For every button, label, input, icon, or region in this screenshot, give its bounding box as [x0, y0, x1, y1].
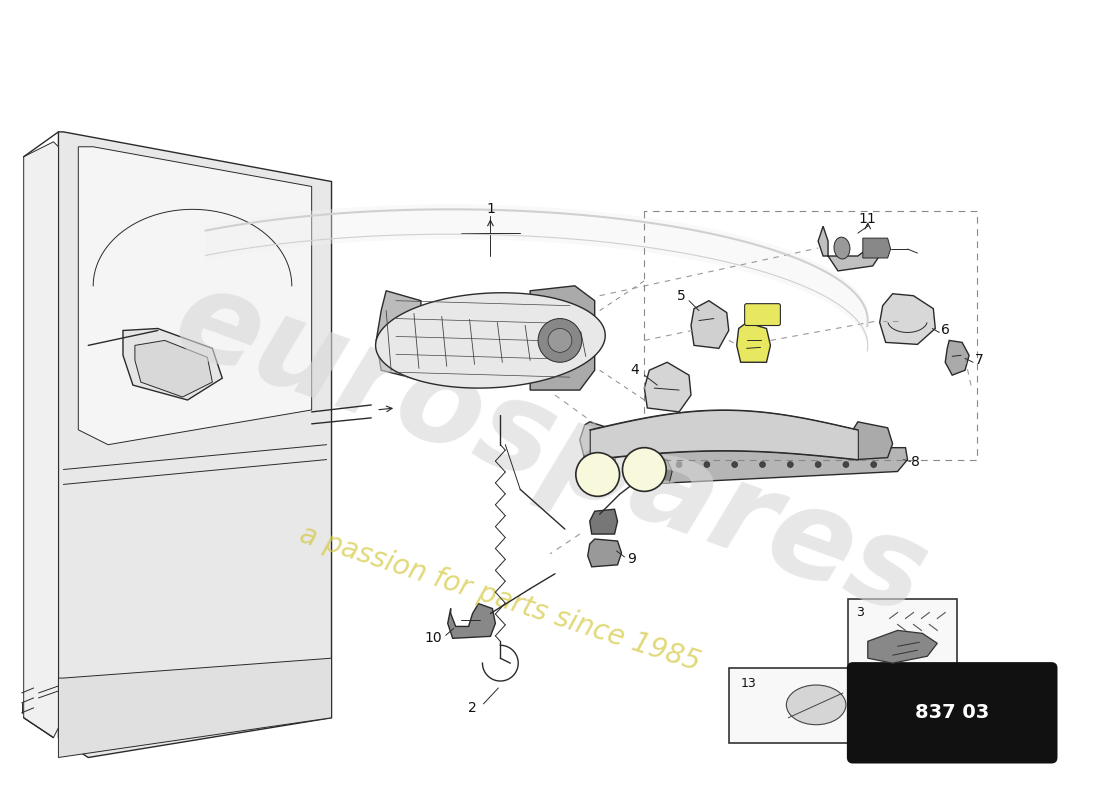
Text: 4: 4	[630, 363, 639, 378]
Polygon shape	[58, 132, 331, 758]
Text: 12: 12	[755, 308, 770, 321]
Polygon shape	[376, 290, 421, 380]
Polygon shape	[530, 286, 595, 390]
Circle shape	[704, 462, 710, 467]
Circle shape	[575, 453, 619, 496]
Polygon shape	[78, 146, 311, 445]
Polygon shape	[448, 603, 495, 638]
Text: 1: 1	[486, 202, 495, 216]
Text: 13: 13	[588, 467, 606, 482]
Circle shape	[732, 462, 738, 467]
Polygon shape	[656, 448, 908, 483]
Text: 3: 3	[640, 462, 649, 477]
Text: 10: 10	[424, 631, 441, 646]
Text: 11: 11	[859, 212, 877, 226]
Polygon shape	[737, 322, 770, 362]
FancyBboxPatch shape	[728, 668, 848, 742]
Polygon shape	[862, 238, 891, 258]
Polygon shape	[587, 539, 621, 567]
Polygon shape	[645, 362, 691, 412]
Polygon shape	[590, 510, 617, 534]
Polygon shape	[647, 456, 672, 483]
FancyBboxPatch shape	[745, 304, 780, 326]
Text: 2: 2	[469, 701, 477, 715]
Circle shape	[759, 462, 766, 467]
Text: 6: 6	[940, 323, 949, 338]
Circle shape	[871, 462, 877, 467]
Polygon shape	[850, 422, 892, 459]
Text: eurospares: eurospares	[158, 258, 942, 642]
FancyBboxPatch shape	[848, 663, 1056, 762]
Polygon shape	[580, 422, 619, 462]
Circle shape	[548, 329, 572, 352]
Text: 9: 9	[627, 552, 636, 566]
Ellipse shape	[786, 685, 846, 725]
Polygon shape	[945, 341, 969, 375]
Circle shape	[843, 462, 849, 467]
Polygon shape	[375, 293, 605, 388]
Polygon shape	[868, 630, 937, 663]
Polygon shape	[818, 226, 882, 271]
Circle shape	[623, 448, 667, 491]
Text: 837 03: 837 03	[915, 703, 989, 722]
Circle shape	[788, 462, 793, 467]
Polygon shape	[691, 301, 728, 348]
Polygon shape	[135, 341, 212, 397]
Ellipse shape	[834, 237, 850, 259]
Text: 8: 8	[911, 454, 920, 469]
Circle shape	[815, 462, 821, 467]
Text: 13: 13	[740, 677, 757, 690]
Text: 3: 3	[856, 606, 864, 619]
Polygon shape	[880, 294, 935, 344]
Polygon shape	[24, 142, 58, 738]
Text: 5: 5	[676, 289, 685, 302]
Polygon shape	[123, 329, 222, 400]
Circle shape	[676, 462, 682, 467]
Text: 7: 7	[975, 354, 983, 367]
FancyBboxPatch shape	[848, 598, 957, 678]
Polygon shape	[58, 658, 331, 758]
Circle shape	[538, 318, 582, 362]
Text: a passion for parts since 1985: a passion for parts since 1985	[297, 521, 704, 677]
